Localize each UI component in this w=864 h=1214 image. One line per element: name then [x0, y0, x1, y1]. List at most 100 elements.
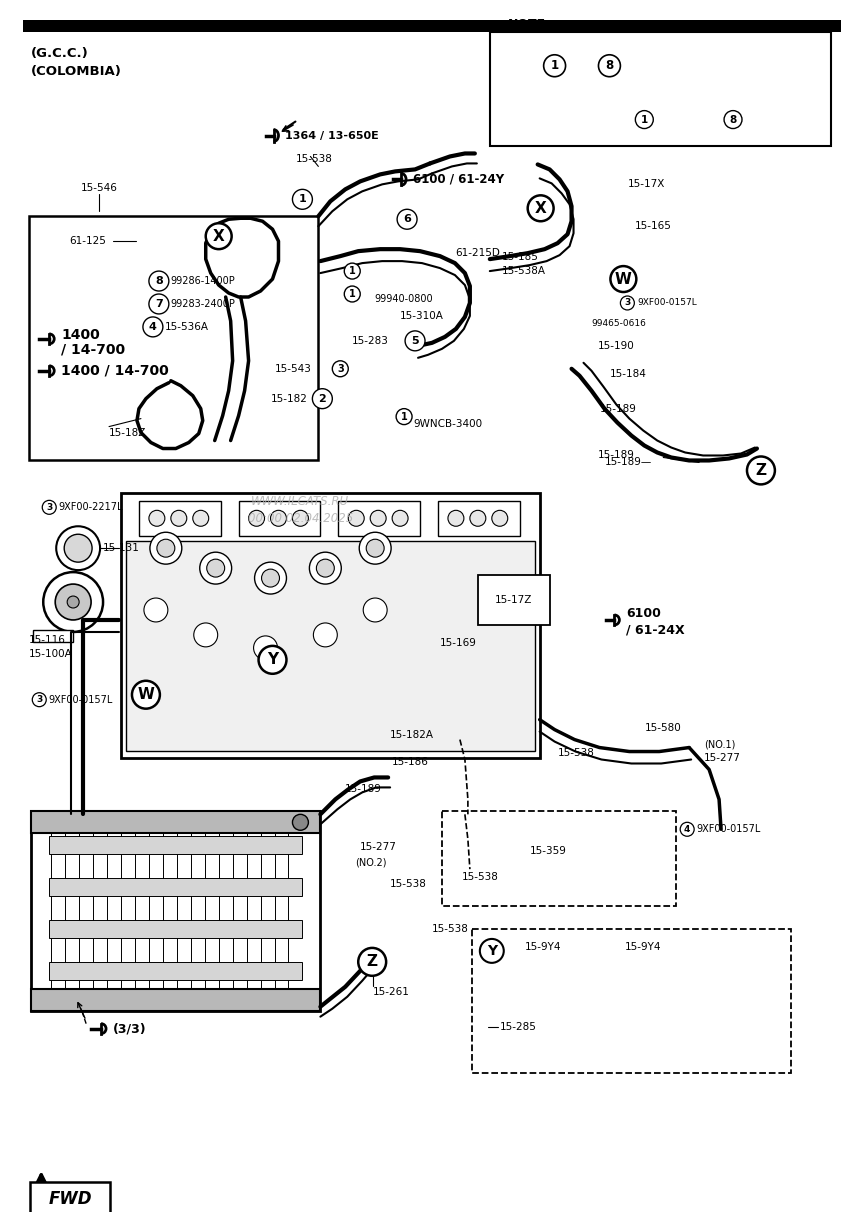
Bar	[49, 961, 302, 980]
Bar	[472, 929, 791, 1073]
Circle shape	[313, 388, 333, 409]
Circle shape	[392, 510, 408, 526]
Bar	[49, 878, 302, 896]
Text: 3: 3	[46, 503, 53, 512]
Circle shape	[635, 110, 653, 129]
Text: WWW.ILCATS.RU
00:00 02.04.2025: WWW.ILCATS.RU 00:00 02.04.2025	[248, 495, 353, 526]
Circle shape	[747, 456, 775, 484]
Text: (NO.1): (NO.1)	[704, 739, 735, 749]
Text: 15-189: 15-189	[346, 784, 382, 794]
Circle shape	[344, 263, 360, 279]
Text: 9XF00-0157L: 9XF00-0157L	[696, 824, 760, 834]
Circle shape	[344, 287, 360, 302]
Circle shape	[314, 623, 337, 647]
Circle shape	[56, 526, 100, 571]
Circle shape	[194, 623, 218, 647]
Circle shape	[363, 599, 387, 622]
Text: Y: Y	[486, 944, 497, 958]
Text: 4: 4	[684, 824, 690, 834]
Text: X: X	[213, 228, 225, 244]
Bar	[23, 19, 841, 32]
Text: 15-18Z: 15-18Z	[109, 427, 146, 437]
Circle shape	[255, 562, 287, 594]
Circle shape	[480, 938, 504, 963]
FancyBboxPatch shape	[30, 1182, 110, 1214]
Circle shape	[258, 646, 287, 674]
Text: 15-538A: 15-538A	[502, 266, 546, 276]
Circle shape	[611, 266, 637, 293]
Text: Z: Z	[366, 954, 378, 969]
Bar	[238, 501, 321, 537]
Text: 15-190: 15-190	[598, 341, 634, 351]
Text: 3: 3	[36, 696, 42, 704]
Text: 1400 / 14-700: 1400 / 14-700	[61, 364, 169, 378]
Text: THE D-CODE OF 15-180A CONSISTS OF: THE D-CODE OF 15-180A CONSISTS OF	[499, 89, 703, 98]
Circle shape	[157, 539, 175, 557]
Text: 15-186: 15-186	[392, 756, 429, 766]
Text: 99283-2400P: 99283-2400P	[171, 299, 236, 310]
Text: 15-17Z: 15-17Z	[495, 595, 532, 605]
Circle shape	[149, 510, 165, 526]
Circle shape	[67, 596, 79, 608]
Text: 1: 1	[349, 289, 356, 299]
Text: Z: Z	[755, 463, 766, 478]
Circle shape	[171, 510, 187, 526]
Text: THROUGH: THROUGH	[658, 114, 711, 125]
Circle shape	[292, 189, 313, 209]
Circle shape	[370, 510, 386, 526]
Circle shape	[724, 110, 742, 129]
Text: 15-546: 15-546	[80, 183, 118, 193]
Text: 1: 1	[299, 194, 307, 204]
Text: 15-182A: 15-182A	[391, 730, 434, 739]
Text: 1364 / 13-650E: 1364 / 13-650E	[285, 131, 379, 141]
Bar	[478, 575, 550, 625]
Circle shape	[150, 532, 181, 565]
Circle shape	[448, 510, 464, 526]
Text: 15-580: 15-580	[645, 722, 681, 732]
Text: 15-536A: 15-536A	[165, 322, 209, 331]
Text: 3: 3	[625, 299, 631, 307]
Circle shape	[470, 510, 486, 526]
Text: 1: 1	[550, 59, 559, 73]
Text: 9XF00-0157L: 9XF00-0157L	[48, 694, 112, 704]
Circle shape	[543, 55, 566, 76]
Circle shape	[206, 223, 232, 249]
Bar	[438, 501, 520, 537]
Circle shape	[396, 409, 412, 425]
Text: 15-9Y4: 15-9Y4	[625, 942, 661, 952]
Text: Y: Y	[267, 652, 278, 668]
Text: 15-538: 15-538	[557, 748, 594, 758]
Text: 99465-0616: 99465-0616	[592, 319, 646, 329]
Circle shape	[366, 539, 384, 557]
Circle shape	[309, 552, 341, 584]
Text: 15-285: 15-285	[499, 1022, 537, 1032]
Text: 6100 / 61-24Y: 6100 / 61-24Y	[413, 172, 505, 186]
Text: 3: 3	[337, 364, 344, 374]
Text: FIGURE NUMBERS: FIGURE NUMBERS	[499, 114, 593, 125]
Circle shape	[528, 195, 554, 221]
Text: 61-125: 61-125	[69, 237, 106, 246]
Text: = 15-180A: = 15-180A	[627, 59, 695, 73]
Bar	[339, 501, 420, 537]
Circle shape	[316, 560, 334, 577]
Circle shape	[405, 331, 425, 351]
Text: 99286-1400P: 99286-1400P	[171, 276, 236, 287]
Text: 15-310A: 15-310A	[400, 311, 444, 320]
Text: 15-184: 15-184	[609, 369, 646, 379]
Text: 8: 8	[155, 276, 162, 287]
Circle shape	[149, 271, 168, 291]
Bar	[34, 630, 73, 642]
Circle shape	[492, 510, 508, 526]
Circle shape	[206, 560, 225, 577]
Circle shape	[359, 948, 386, 976]
Text: ···: ···	[572, 58, 586, 73]
Bar	[49, 920, 302, 938]
Circle shape	[149, 294, 168, 314]
Bar	[139, 501, 220, 537]
Bar	[31, 811, 321, 1011]
Text: 1: 1	[349, 266, 356, 276]
Text: (G.C.C.)
(COLOMBIA): (G.C.C.) (COLOMBIA)	[31, 47, 122, 78]
Circle shape	[32, 693, 47, 707]
Bar	[442, 811, 677, 906]
Text: / 61-24X: / 61-24X	[626, 624, 685, 636]
